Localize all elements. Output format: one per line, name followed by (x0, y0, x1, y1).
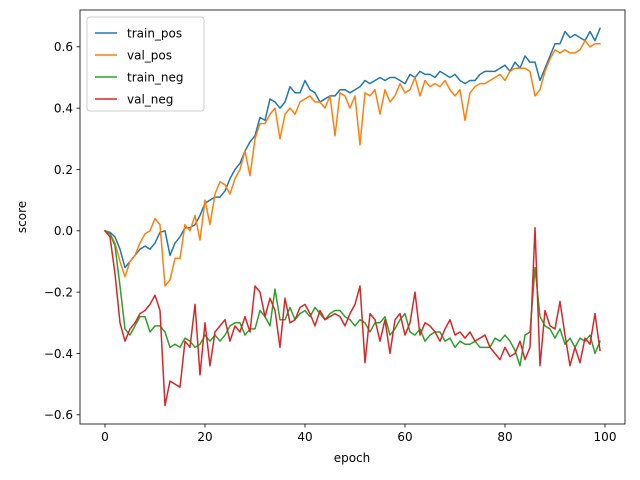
plot-frame (79, 9, 626, 425)
legend-label-val-pos: val_pos (127, 48, 172, 62)
x-tick-label: 20 (197, 430, 212, 444)
x-tick-label: 40 (297, 430, 312, 444)
y-tick-label: −0.6 (44, 408, 73, 422)
series-layer (103, 27, 601, 407)
y-tick-label: −0.4 (44, 347, 73, 361)
legend-label-train-neg: train_neg (127, 70, 184, 84)
x-tick-label: 0 (101, 430, 109, 444)
axes-layer: 0 20 40 60 80 100 −0.6 −0.4 −0.2 0.0 0.2 0.4 0.6 (44, 9, 626, 444)
legend: train_pos val_pos train_neg val_neg (86, 16, 205, 112)
series-line-val-neg (103, 226, 601, 407)
series-line-val-pos (103, 39, 601, 287)
legend-label-train-pos: train_pos (127, 26, 182, 40)
legend-box (86, 16, 205, 112)
y-tick-label: 0.4 (54, 101, 73, 115)
y-tick-label: 0.6 (54, 40, 73, 54)
x-tick-label: 60 (397, 430, 412, 444)
y-tick-label: 0.0 (54, 224, 73, 238)
y-axis-label: score (15, 201, 29, 233)
x-axis-label: epoch (334, 451, 371, 465)
x-tick-label: 100 (594, 430, 617, 444)
y-tick-label: 0.2 (54, 163, 73, 177)
legend-label-val-neg: val_neg (127, 92, 173, 106)
series-line-train-neg (103, 229, 601, 367)
y-tick-label: −0.2 (44, 285, 73, 299)
x-tick-label: 80 (497, 430, 512, 444)
